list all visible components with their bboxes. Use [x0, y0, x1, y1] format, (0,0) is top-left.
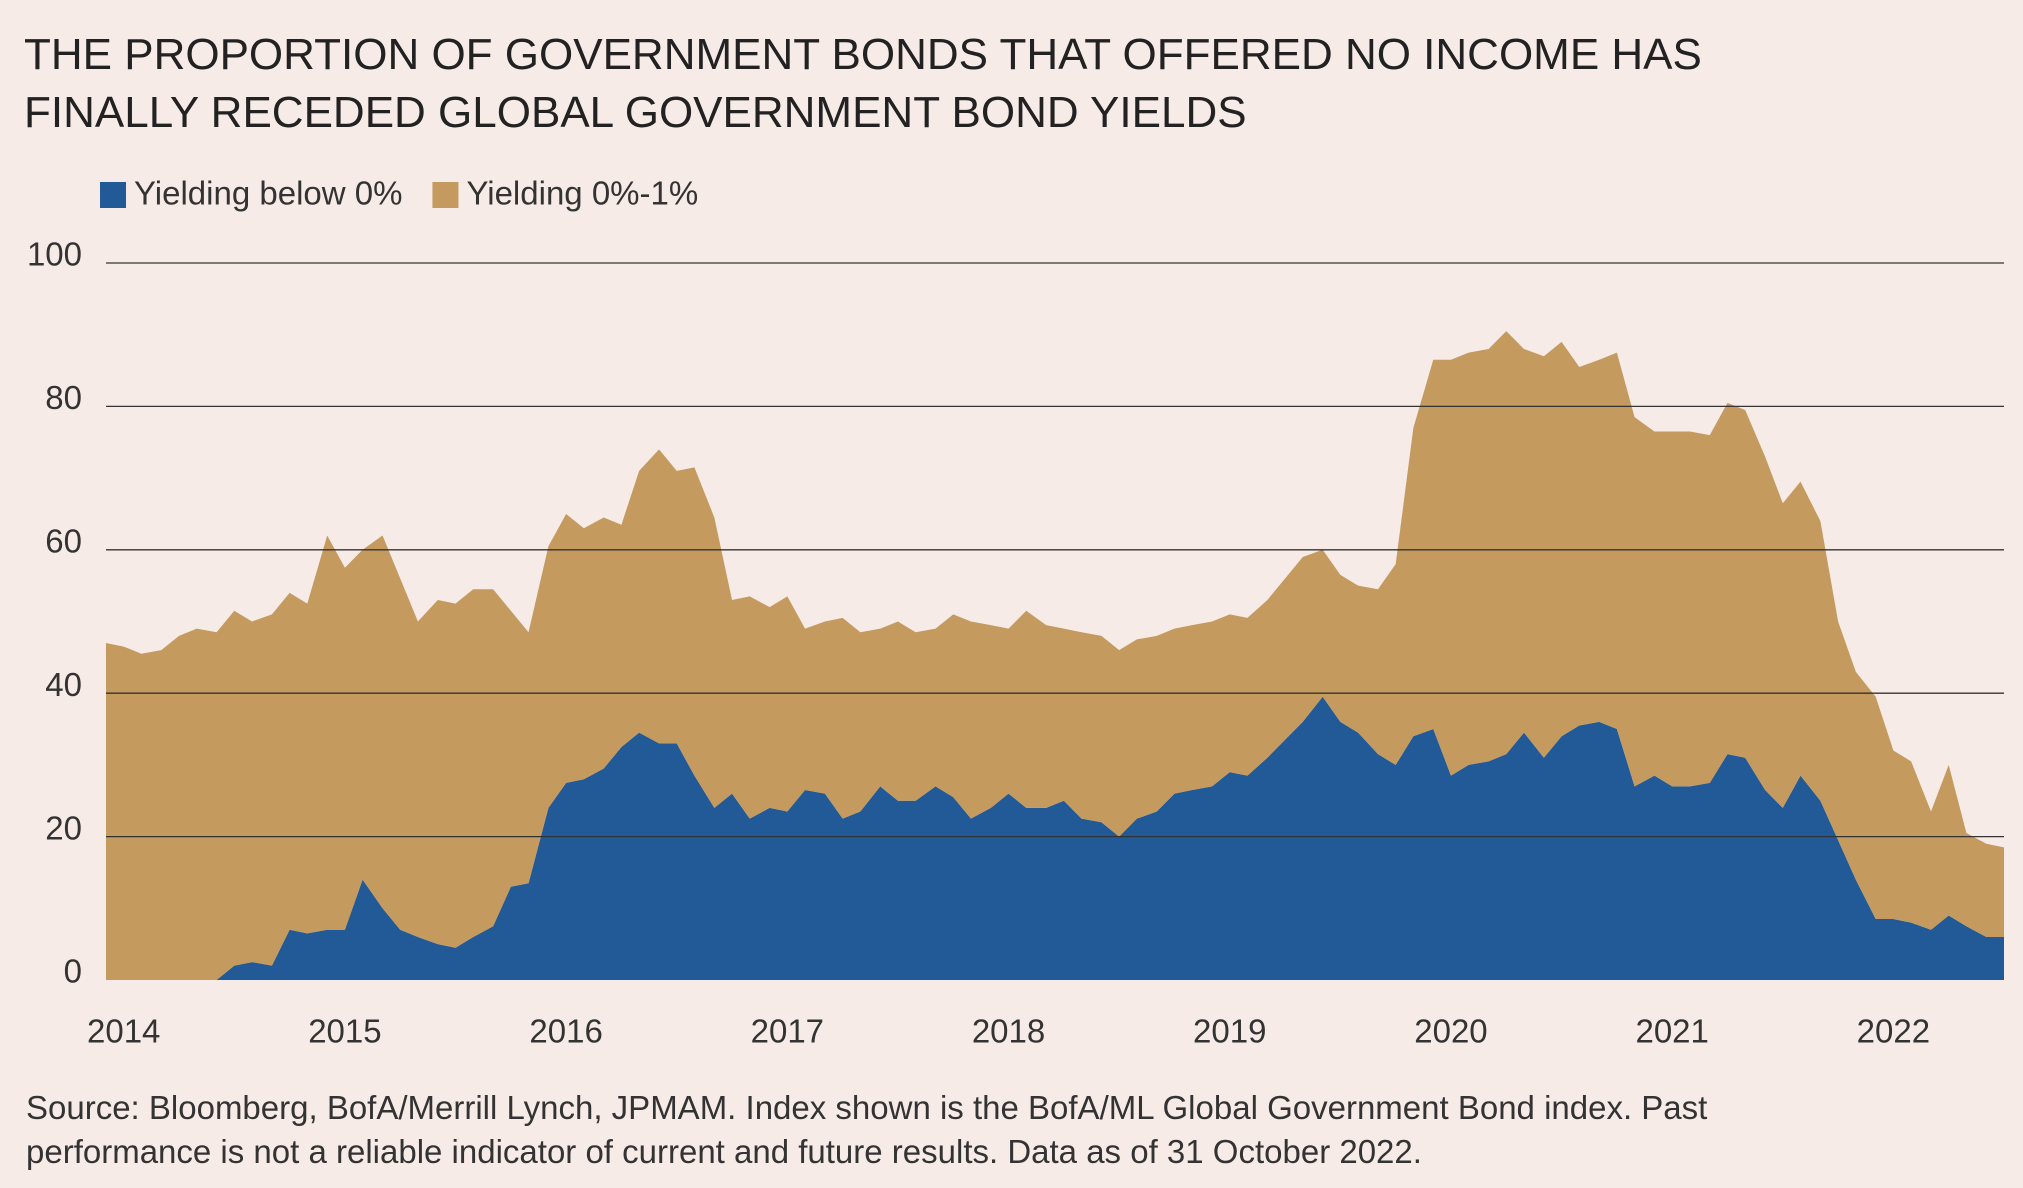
x-tick-label: 2018	[972, 1013, 1045, 1050]
x-tick-label: 2017	[751, 1013, 824, 1050]
x-tick-label: 2022	[1857, 1013, 1930, 1050]
y-tick-label: 20	[45, 809, 82, 846]
area	[106, 696, 2004, 980]
source-note: Source: Bloomberg, BofA/Merrill Lynch, J…	[26, 1089, 1708, 1170]
legend-swatch	[432, 182, 459, 208]
x-tick-label: 2021	[1635, 1013, 1708, 1050]
x-tick-label: 2016	[529, 1013, 602, 1050]
y-tick-label: 80	[45, 379, 82, 416]
y-tick-label: 60	[45, 523, 82, 560]
y-tick-label: 40	[45, 666, 82, 703]
chart-title: THE PROPORTION OF GOVERNMENT BONDS THAT …	[24, 30, 1702, 137]
legend-swatch	[100, 182, 126, 208]
y-tick-label: 0	[64, 953, 82, 990]
legend-label: Yielding below 0%	[134, 175, 402, 212]
x-tick-label: 2019	[1193, 1013, 1266, 1050]
y-tick-label: 100	[27, 236, 82, 273]
legend-label: Yielding 0%-1%	[466, 175, 698, 212]
x-tick-label: 2015	[308, 1013, 381, 1050]
area	[106, 331, 2004, 980]
x-tick-label: 2014	[87, 1013, 160, 1050]
x-tick-label: 2020	[1414, 1013, 1487, 1050]
